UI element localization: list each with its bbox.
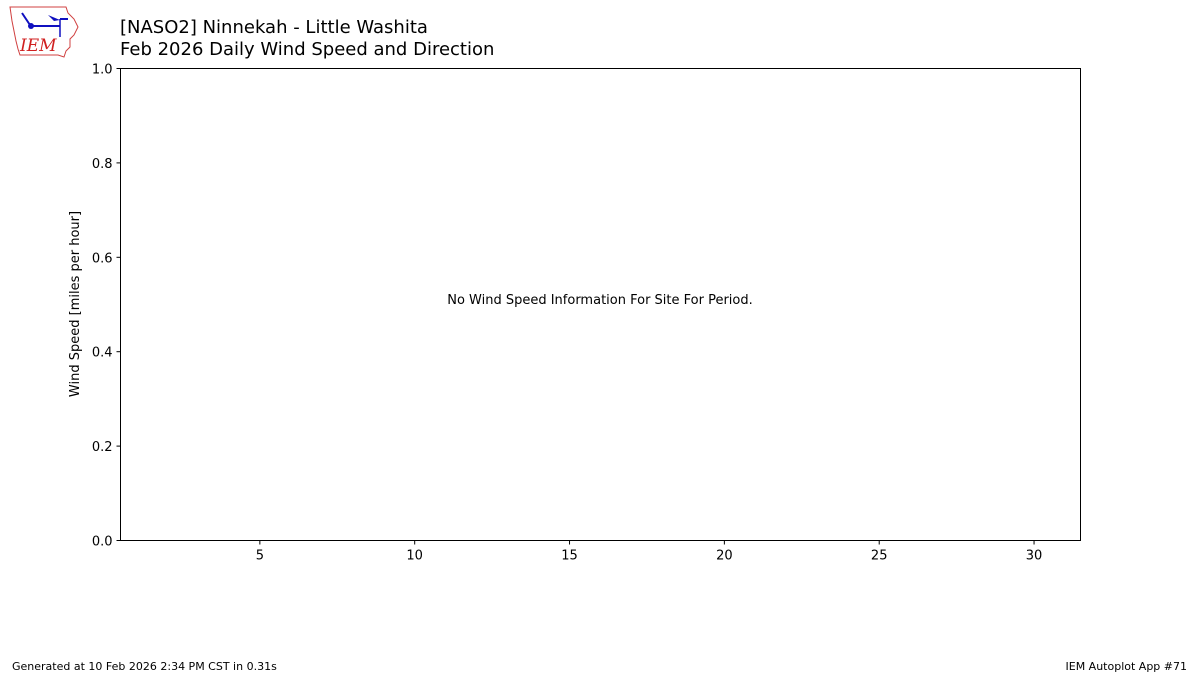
chart-title-line1: [NASO2] Ninnekah - Little Washita — [120, 17, 428, 38]
y-tick-label: 0.6 — [92, 251, 113, 266]
x-tick-label: 5 — [256, 549, 264, 564]
y-tick-label: 0.8 — [92, 157, 113, 172]
y-tick-label: 1.0 — [92, 63, 113, 78]
x-tick-label: 20 — [716, 549, 733, 564]
x-tick-label: 25 — [871, 549, 888, 564]
generated-timestamp: Generated at 10 Feb 2026 2:34 PM CST in … — [12, 660, 277, 673]
chart-title-line2: Feb 2026 Daily Wind Speed and Direction — [120, 39, 495, 60]
iem-logo: IEM — [8, 5, 80, 59]
no-data-annotation: No Wind Speed Information For Site For P… — [447, 293, 753, 308]
y-tick-label: 0.2 — [92, 440, 113, 455]
y-tick-label: 0.0 — [92, 535, 113, 550]
y-axis-label: Wind Speed [miles per hour] — [68, 211, 83, 397]
app-label: IEM Autoplot App #71 — [1065, 660, 1188, 673]
y-tick-label: 0.4 — [92, 346, 113, 361]
x-tick-label: 15 — [561, 549, 578, 564]
plot-area — [120, 68, 1081, 541]
x-tick-label: 10 — [406, 549, 423, 564]
x-tick-label: 30 — [1026, 549, 1043, 564]
logo-text: IEM — [19, 36, 57, 56]
